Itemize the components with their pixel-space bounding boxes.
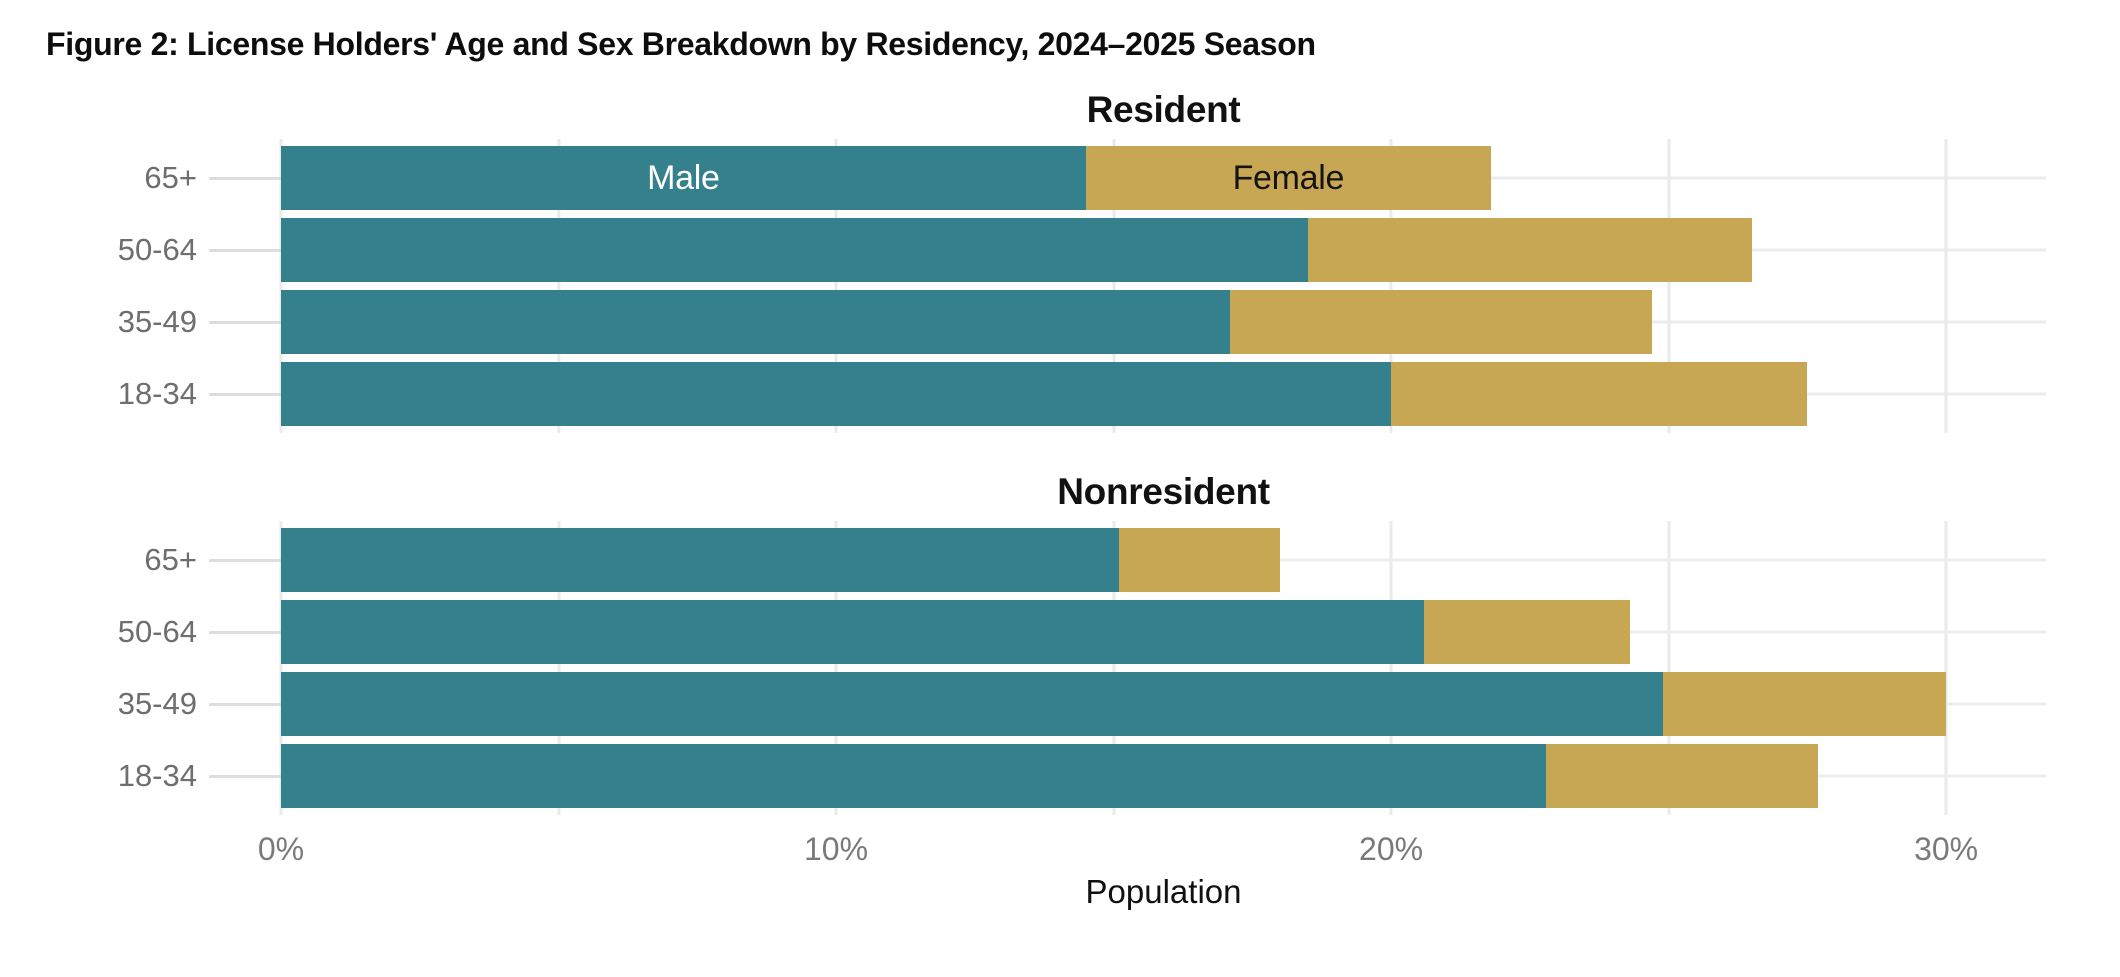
v-gridline [834, 521, 838, 815]
x-tick-label: 0% [257, 831, 305, 867]
stacked-bar: Male Female [281, 146, 1491, 210]
y-axis-tick [209, 392, 281, 396]
v-gridline [557, 521, 561, 815]
male-bar-segment [281, 600, 1425, 664]
age-group-label: 65+ [144, 160, 197, 195]
female-bar-segment [1391, 362, 1808, 426]
v-gridline [834, 139, 838, 433]
female-bar-segment [1307, 218, 1752, 282]
gridline-layer [279, 521, 2046, 815]
stacked-bar [281, 290, 1652, 354]
male-bar-segment [281, 218, 1308, 282]
y-axis-label: 35-49 [0, 304, 281, 340]
female-bar-segment [1424, 600, 1630, 664]
male-bar-segment [281, 362, 1392, 426]
age-group-label: 50-64 [117, 232, 197, 267]
v-gridline [1112, 521, 1116, 815]
y-axis-tick [209, 176, 281, 180]
y-axis-label: 18-34 [0, 758, 281, 794]
x-tick-label: 10% [804, 831, 869, 867]
bar-track [281, 218, 2046, 282]
y-axis-label: 65+ [0, 542, 281, 578]
female-series-label: Female [1232, 158, 1345, 197]
y-axis-tick [209, 558, 281, 562]
bar-track [281, 528, 2046, 592]
y-axis-tick [209, 248, 281, 252]
v-gridline [1944, 139, 1948, 433]
bar-track [281, 290, 2046, 354]
facet-panels: Resident 65+ Male Female 50-64 35-49 18-34 Nonr… [0, 89, 2120, 815]
age-group-label: 65+ [144, 542, 197, 577]
y-axis-label: 50-64 [0, 614, 281, 650]
v-gridline [279, 521, 283, 815]
female-bar-segment: Female [1085, 146, 1491, 210]
female-bar-segment [1119, 528, 1281, 592]
stacked-bar [281, 218, 1752, 282]
y-axis-tick [209, 630, 281, 634]
facet-plot-area: 65+ Male Female 50-64 35-49 18-34 [0, 139, 2120, 433]
bar-row: 65+ Male Female [0, 146, 2120, 210]
bar-rows: 65+ Male Female 50-64 35-49 18-34 [0, 139, 2120, 433]
male-bar-segment [281, 744, 1547, 808]
bar-row: 35-49 [0, 672, 2120, 736]
v-gridline [279, 139, 283, 433]
stacked-bar [281, 600, 1630, 664]
bar-row: 65+ [0, 528, 2120, 592]
v-gridline [1112, 139, 1116, 433]
y-axis-tick [209, 702, 281, 706]
y-axis-label: 35-49 [0, 686, 281, 722]
age-group-label: 35-49 [117, 686, 197, 721]
x-tick-label: 20% [1359, 831, 1424, 867]
facet-panel-resident: Resident 65+ Male Female 50-64 35-49 18-34 [0, 89, 2120, 433]
y-axis-label: 18-34 [0, 376, 281, 412]
stacked-bar [281, 672, 1947, 736]
female-bar-segment [1546, 744, 1819, 808]
bar-row: 50-64 [0, 600, 2120, 664]
x-axis-title: Population [1085, 873, 1242, 910]
v-gridline [557, 139, 561, 433]
x-axis: 0% 10% 20% 30% [258, 823, 2046, 869]
bar-track: Male Female [281, 146, 2046, 210]
male-series-label: Male [647, 158, 720, 197]
x-tick-label: 30% [1914, 831, 1979, 867]
male-bar-segment [281, 528, 1120, 592]
female-bar-segment [1663, 672, 1947, 736]
age-group-label: 18-34 [117, 758, 197, 793]
stacked-bar [281, 744, 1819, 808]
male-bar-segment [281, 672, 1664, 736]
facet-panel-nonresident: Nonresident 65+ 50-64 35-49 18-34 [0, 471, 2120, 815]
male-bar-segment: Male [281, 146, 1086, 210]
v-gridline [1389, 139, 1393, 433]
bar-rows: 65+ 50-64 35-49 18-34 [0, 521, 2120, 815]
bar-row: 18-34 [0, 744, 2120, 808]
gridline-layer [279, 139, 2046, 433]
bar-track [281, 362, 2046, 426]
facet-title: Resident [1086, 89, 1241, 130]
v-gridline [1667, 521, 1671, 815]
v-gridline [1667, 139, 1671, 433]
bar-track [281, 600, 2046, 664]
male-bar-segment [281, 290, 1231, 354]
bar-row: 50-64 [0, 218, 2120, 282]
stacked-bar [281, 362, 1808, 426]
y-axis-label: 50-64 [0, 232, 281, 268]
y-axis-label: 65+ [0, 160, 281, 196]
stacked-bar [281, 528, 1281, 592]
bar-row: 35-49 [0, 290, 2120, 354]
bar-row: 18-34 [0, 362, 2120, 426]
y-axis-tick [209, 774, 281, 778]
female-bar-segment [1230, 290, 1652, 354]
facet-plot-area: 65+ 50-64 35-49 18-34 [0, 521, 2120, 815]
facet-title: Nonresident [1057, 471, 1270, 512]
bar-track [281, 672, 2046, 736]
age-group-label: 35-49 [117, 304, 197, 339]
age-group-label: 18-34 [117, 376, 197, 411]
v-gridline [1389, 521, 1393, 815]
bar-track [281, 744, 2046, 808]
figure-title: Figure 2: License Holders' Age and Sex B… [46, 26, 1316, 62]
age-group-label: 50-64 [117, 614, 197, 649]
y-axis-tick [209, 320, 281, 324]
v-gridline [1944, 521, 1948, 815]
